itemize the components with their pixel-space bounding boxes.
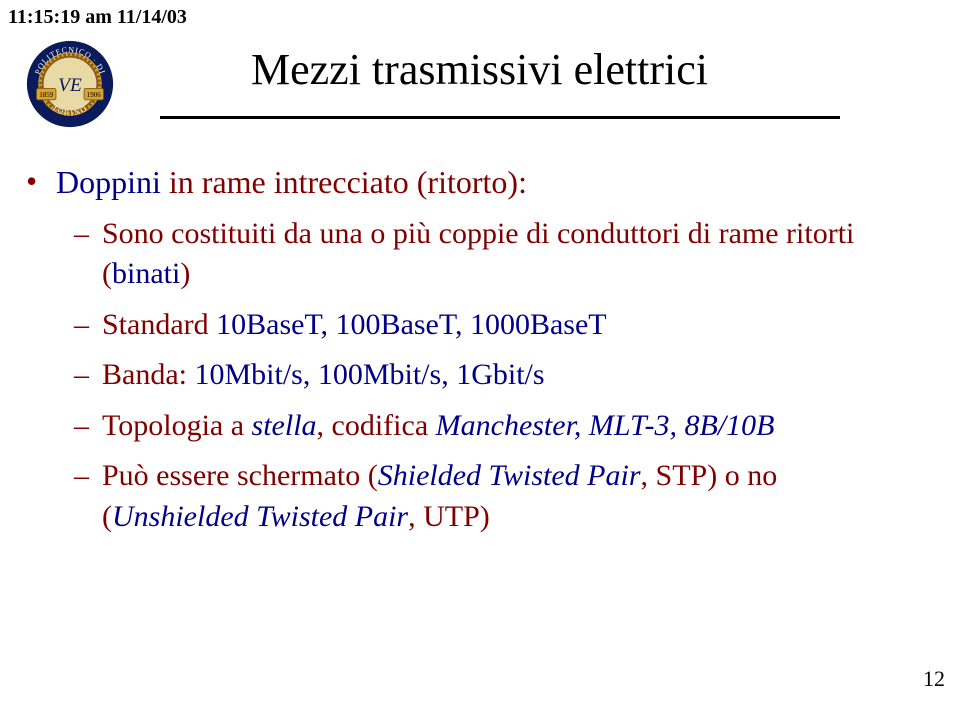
txt: Sono costituiti da una o più coppie di c… bbox=[102, 217, 854, 291]
bullet-lvl1-text: Doppini in rame intrecciato (ritorto): bbox=[56, 162, 929, 204]
term: binati bbox=[112, 257, 180, 290]
lvl1-rest: in rame intrecciato (ritorto): bbox=[161, 164, 527, 200]
txt: Topologia a bbox=[102, 409, 252, 442]
txt: Può essere schermato ( bbox=[102, 459, 378, 492]
txt: ) bbox=[180, 257, 190, 290]
title-underline bbox=[160, 116, 840, 119]
term: 10BaseT, 100BaseT, 1000BaseT bbox=[216, 308, 606, 341]
txt: , UTP) bbox=[408, 500, 490, 533]
timestamp: 11:15:19 am 11/14/03 bbox=[8, 6, 187, 29]
lvl2-text: Può essere schermato (Shielded Twisted P… bbox=[102, 456, 929, 537]
dash-icon: – bbox=[74, 214, 102, 253]
dash-icon: – bbox=[74, 406, 102, 445]
slide: 11:15:19 am 11/14/03 POLITECNICO · DI TO… bbox=[0, 0, 959, 702]
txt: Banda: bbox=[102, 358, 194, 391]
term: Unshielded Twisted Pair bbox=[112, 500, 408, 533]
term: Shielded Twisted Pair bbox=[378, 459, 641, 492]
lvl2-text: Sono costituiti da una o più coppie di c… bbox=[102, 214, 929, 295]
bullet-lvl1: • Doppini in rame intrecciato (ritorto): bbox=[26, 162, 929, 204]
bullet-dot-icon: • bbox=[26, 162, 56, 200]
bullet-lvl2: – Sono costituiti da una o più coppie di… bbox=[74, 214, 929, 295]
lvl2-text: Standard 10BaseT, 100BaseT, 1000BaseT bbox=[102, 305, 929, 346]
bullet-lvl2: – Standard 10BaseT, 100BaseT, 1000BaseT bbox=[74, 305, 929, 346]
dash-icon: – bbox=[74, 355, 102, 394]
term: stella bbox=[252, 409, 317, 442]
bullet-lvl2: – Banda: 10Mbit/s, 100Mbit/s, 1Gbit/s bbox=[74, 355, 929, 396]
dash-icon: – bbox=[74, 305, 102, 344]
term-doppini: Doppini bbox=[56, 164, 161, 200]
content-area: • Doppini in rame intrecciato (ritorto):… bbox=[26, 162, 929, 547]
term: 10Mbit/s, 100Mbit/s, 1Gbit/s bbox=[194, 358, 544, 391]
dash-icon: – bbox=[74, 456, 102, 495]
lvl2-text: Banda: 10Mbit/s, 100Mbit/s, 1Gbit/s bbox=[102, 355, 929, 396]
term: Manchester, MLT-3, 8B/10B bbox=[436, 409, 775, 442]
slide-title: Mezzi trasmissivi elettrici bbox=[0, 44, 959, 95]
lvl2-text: Topologia a stella, codifica Manchester,… bbox=[102, 406, 929, 447]
bullet-lvl2: – Topologia a stella, codifica Mancheste… bbox=[74, 406, 929, 447]
bullet-lvl2: – Può essere schermato (Shielded Twisted… bbox=[74, 456, 929, 537]
txt: Standard bbox=[102, 308, 216, 341]
page-number: 12 bbox=[923, 666, 945, 692]
txt: , codifica bbox=[317, 409, 436, 442]
